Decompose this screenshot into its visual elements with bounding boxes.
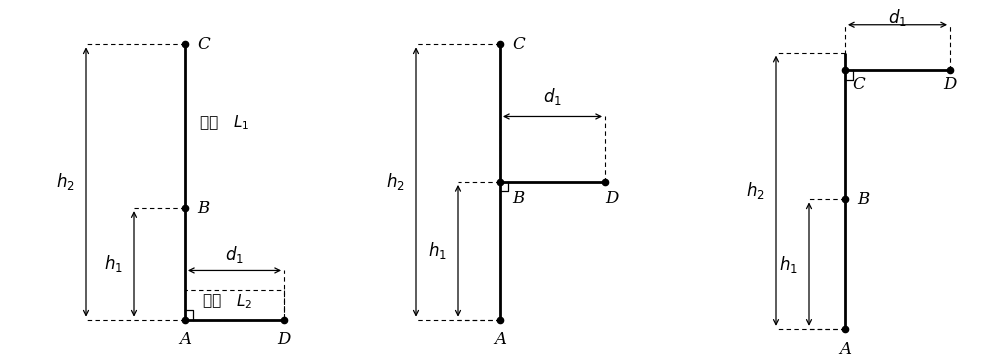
Text: $h_2$: $h_2$ bbox=[386, 171, 404, 193]
Text: $L_2$: $L_2$ bbox=[236, 292, 252, 311]
Text: C: C bbox=[852, 76, 865, 93]
Text: $L_1$: $L_1$ bbox=[233, 114, 249, 132]
Text: $h_2$: $h_2$ bbox=[56, 171, 74, 193]
Text: D: D bbox=[943, 76, 957, 93]
Text: $h_2$: $h_2$ bbox=[746, 180, 764, 201]
Text: B: B bbox=[512, 190, 524, 207]
Text: $h_1$: $h_1$ bbox=[779, 254, 797, 274]
Text: $d_1$: $d_1$ bbox=[225, 244, 244, 265]
Text: B: B bbox=[857, 191, 869, 208]
Text: $d_1$: $d_1$ bbox=[543, 86, 562, 107]
Text: D: D bbox=[277, 331, 291, 348]
Text: $d_1$: $d_1$ bbox=[888, 7, 907, 28]
Text: C: C bbox=[512, 36, 525, 53]
Text: B: B bbox=[197, 200, 209, 217]
Text: $h_1$: $h_1$ bbox=[428, 240, 446, 261]
Text: C: C bbox=[197, 36, 210, 53]
Text: D: D bbox=[605, 190, 618, 207]
Text: A: A bbox=[179, 331, 191, 348]
Text: 直线: 直线 bbox=[200, 116, 223, 130]
Text: 直线: 直线 bbox=[203, 294, 226, 309]
Text: A: A bbox=[494, 331, 506, 348]
Text: $h_1$: $h_1$ bbox=[104, 253, 122, 274]
Text: A: A bbox=[839, 341, 851, 358]
